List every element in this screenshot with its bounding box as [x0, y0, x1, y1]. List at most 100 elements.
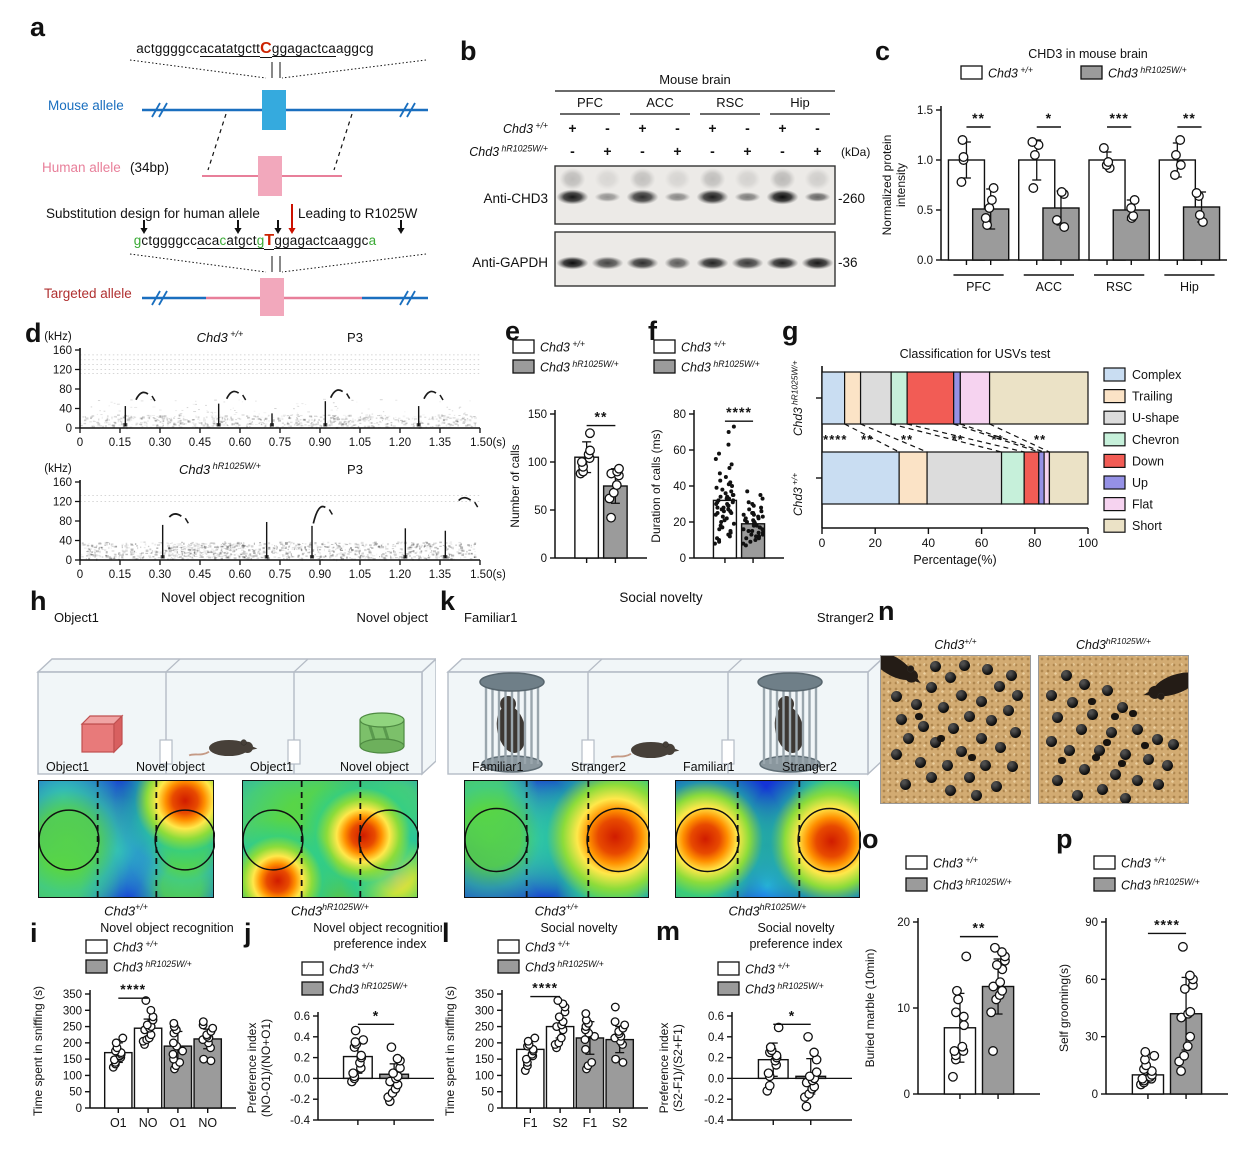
genotype-sign: +: [568, 120, 576, 136]
chart-title: Novel object recognition: [313, 921, 442, 935]
x-tick-label: 1.35: [429, 569, 451, 581]
genotype-label: Chd3 hR1025W/+: [329, 981, 408, 997]
genotype-sign: +: [743, 143, 751, 159]
marble-burying-photo: [1038, 655, 1189, 804]
group-label: Hip: [1180, 280, 1199, 294]
right-object-label: Stranger2: [816, 610, 874, 625]
blot-bands: [556, 168, 831, 205]
genotype-sign: -: [675, 120, 680, 136]
allele-diagram: [129, 59, 428, 316]
x-tick-label: 60: [975, 536, 989, 550]
legend-swatch: [497, 939, 520, 954]
panel-label-f: f: [648, 316, 657, 346]
panel-p: p Chd3 +/+ Chd3 hR1025W/+ 0 30 60 90 Self groom…: [1056, 826, 1240, 1128]
sig-stars: **: [595, 409, 608, 425]
marble: [1067, 697, 1079, 709]
y-axis-title: Time spent in sniffing (s): [443, 986, 457, 1116]
panel-f: f Chd3 +/+ Chd3 hR1025W/+ 0 20 40 60 80 Duration…: [648, 318, 790, 586]
left-object-label: Familiar1: [464, 610, 518, 625]
buried-marble: [1092, 754, 1101, 762]
y-axis-title: Preference index: [245, 1023, 259, 1114]
legend-swatch: [85, 939, 108, 954]
sig-stars: **: [991, 432, 1003, 447]
line: [406, 102, 416, 118]
panel-label-c: c: [875, 36, 891, 66]
legend-swatch: [301, 981, 324, 996]
x-tick-label: 0.75: [269, 569, 291, 581]
marble: [1011, 689, 1023, 701]
marble: [1076, 724, 1088, 735]
arrow-head: [274, 228, 282, 234]
marble: [1046, 735, 1058, 747]
panel-label-d: d: [25, 318, 42, 348]
genotype-label: Chd3 +/+: [540, 339, 585, 355]
y-axis-title: Time spent in sniffing (s): [31, 986, 45, 1116]
apparatus-illustration: [446, 658, 882, 776]
y-tick-label: 250: [63, 1022, 82, 1034]
legend-swatch: [905, 855, 928, 870]
y-tick-label: 160: [53, 477, 72, 489]
human-allele-label: Human allele: [42, 160, 121, 175]
buried-marble: [1110, 712, 1119, 720]
chamber-top: [36, 658, 436, 673]
panel-label-o: o: [862, 824, 879, 854]
y-tick-label: 10: [897, 1003, 910, 1015]
apparatus-illustration: [36, 658, 436, 776]
y-tick-label: 300: [63, 1005, 82, 1017]
doorway: [581, 739, 595, 765]
western-blot: Mouse brain PFC ACC RSC Hip Chd3 +/+ Chd3 hR10…: [469, 72, 870, 287]
noise-speckles: [80, 398, 477, 430]
legend-label: Up: [1132, 476, 1148, 490]
y-axis-title: Duration of calls (ms): [649, 429, 663, 542]
map-right-label: Stranger2: [571, 760, 626, 774]
y-tick-label: -0.2: [290, 1094, 310, 1106]
region-label: ACC: [646, 95, 673, 110]
zone-circle: [154, 809, 215, 871]
group-label: PFC: [966, 280, 991, 294]
marble: [1079, 679, 1091, 691]
y-tick-label: 0: [541, 553, 547, 565]
chart-f: Chd3 +/+ Chd3 hR1025W/+ 0 20 40 60 80 Duration …: [649, 339, 784, 565]
y-tick-label: 0: [680, 553, 686, 565]
bp-label: (34bp): [130, 160, 170, 175]
sig-stars: ****: [1154, 916, 1180, 932]
usv-calls: [123, 389, 444, 427]
arrow-head: [288, 228, 296, 234]
scatter-points: [604, 463, 624, 523]
stack-segment-u-shape: [859, 371, 892, 425]
x-tick-label: 0.75: [269, 437, 291, 449]
genotype-label: Chd3 hR1025W/+: [179, 461, 261, 477]
line: [439, 394, 444, 401]
panel-label-k: k: [440, 586, 456, 616]
sig-stars: **: [952, 432, 964, 447]
mouse-allele-label: Mouse allele: [48, 98, 124, 113]
y-tick-label: 150: [63, 1054, 82, 1066]
genotype-label: Chd3 +/+: [329, 961, 374, 977]
panel-e: e Chd3 +/+ Chd3 hR1025W/+ 0 50 100 150 Number o…: [505, 318, 653, 586]
chart-title: preference index: [749, 937, 843, 951]
zone-circle: [586, 807, 650, 873]
zone-circle: [243, 809, 304, 871]
line: [151, 290, 161, 306]
marble: [975, 732, 987, 744]
heatmap-overlay: [39, 781, 215, 899]
human-exon-box: [258, 156, 282, 196]
x-tick-label: 1.20: [389, 437, 411, 449]
marble: [1005, 670, 1017, 682]
heatmap-overlay: [465, 781, 650, 899]
legend-swatch: [960, 65, 983, 80]
y-tick-label: 0.6: [294, 1011, 310, 1023]
marble: [900, 779, 912, 791]
scatter-points: [550, 996, 570, 1053]
genotype-label: Chd3 hR1025W/+: [933, 877, 1012, 893]
y-tick-label: 0: [66, 423, 72, 435]
genotype-sign: +: [778, 120, 786, 136]
chart-p: Chd3 +/+ Chd3 hR1025W/+ 0 30 60 90 Self groomi…: [1057, 855, 1228, 1101]
y-tick-label: 0.5: [917, 205, 933, 217]
y-tick-label: -0.4: [704, 1115, 724, 1127]
scatter-points: [168, 1018, 188, 1074]
line: [281, 59, 427, 79]
y-tick-label: 90: [1085, 917, 1098, 929]
genotype-label: Chd3 +/+: [789, 473, 805, 516]
y-tick-label: 0: [904, 1089, 910, 1101]
